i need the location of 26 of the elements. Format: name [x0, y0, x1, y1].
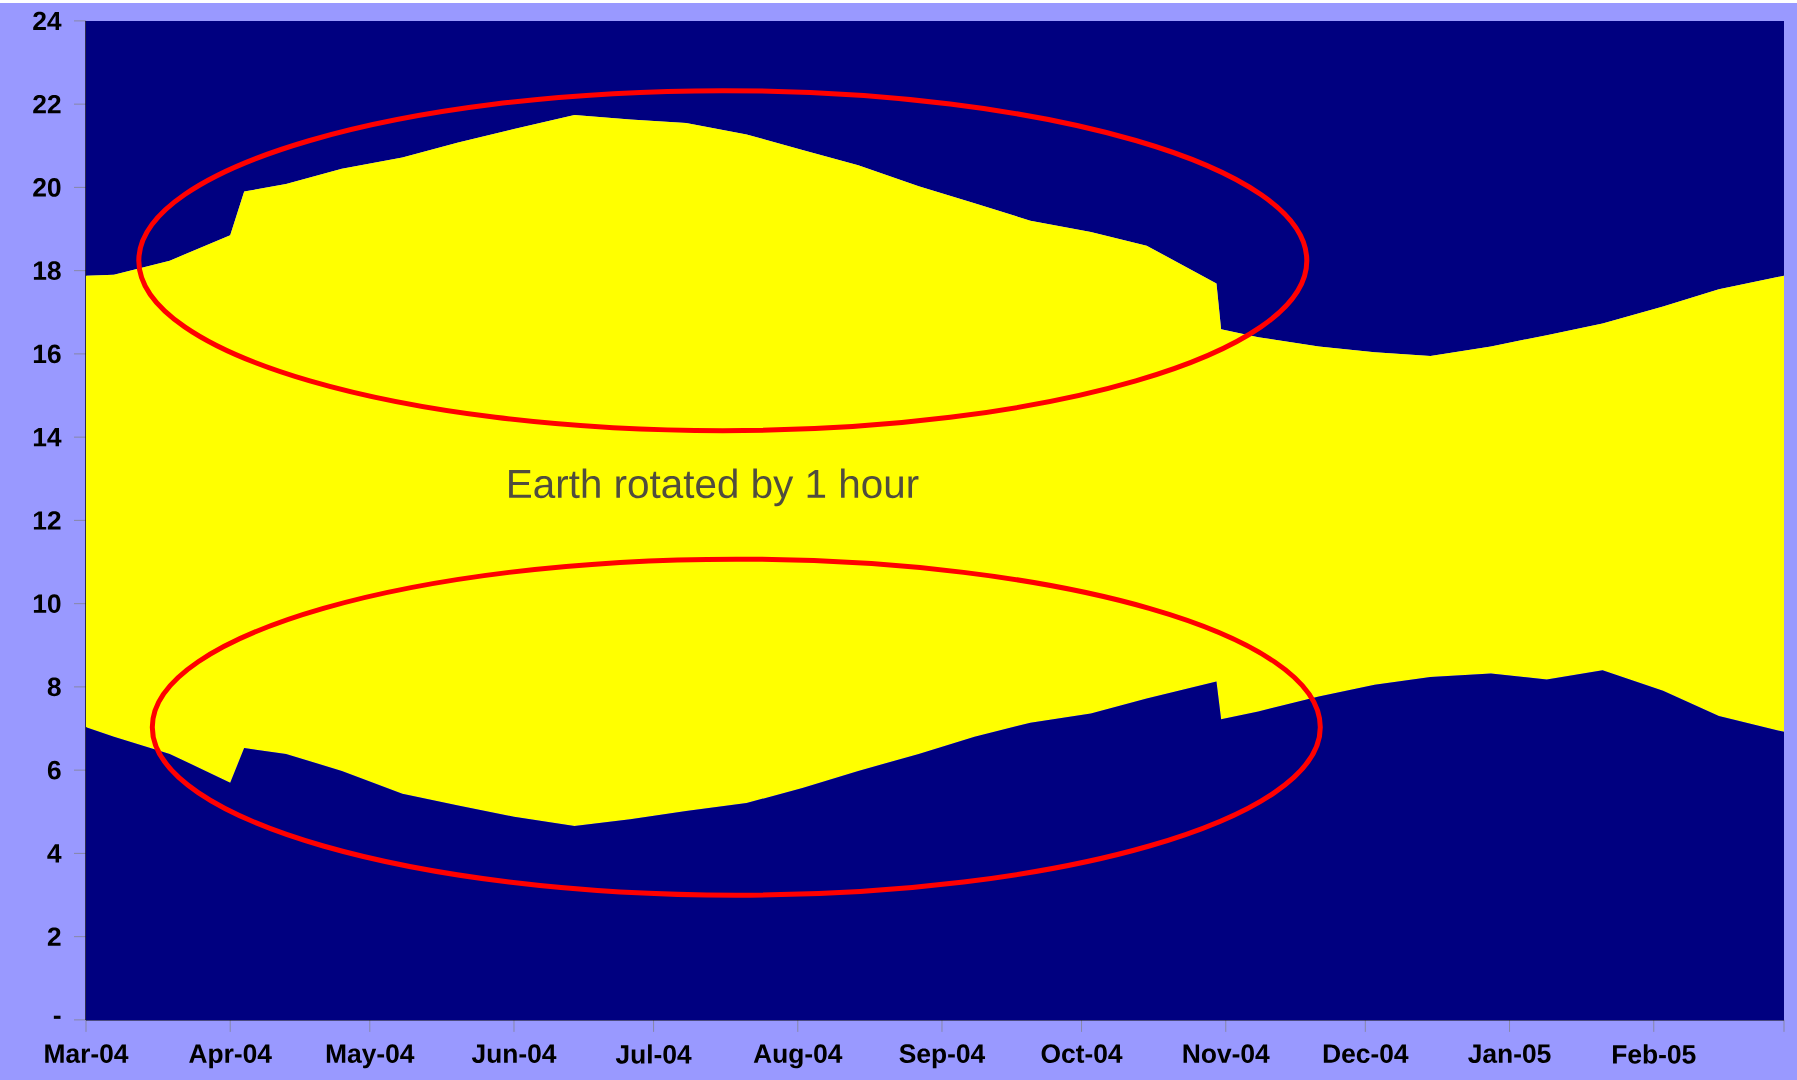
- x-tick-label: May-04: [326, 1044, 415, 1069]
- y-tick-label: 6: [47, 760, 61, 780]
- x-tick-label: Feb-05: [1613, 1044, 1696, 1064]
- y-tick-label: 12: [33, 511, 61, 530]
- annotation: Earth rotated by 1 hour: [509, 468, 919, 507]
- x-tick-label: Aug-04: [753, 1044, 843, 1069]
- y-tick-label: 8: [47, 677, 61, 697]
- y-tick-label: 22: [33, 94, 61, 114]
- y-tick-label: 10: [33, 594, 61, 613]
- y-tick-label: 2: [47, 927, 61, 946]
- y-tick-label: 14: [33, 428, 62, 447]
- x-tick-label: Oct-04: [1041, 1044, 1123, 1063]
- y-tick-label: -: [53, 1015, 61, 1019]
- x-tick-label: Apr-04: [189, 1044, 272, 1069]
- x-tick-label: Mar-04: [45, 1044, 129, 1063]
- y-tick-label: 24: [33, 11, 62, 31]
- x-tick-label: Sep-04: [899, 1044, 986, 1069]
- x-tick-label: Dec-04: [1323, 1044, 1409, 1063]
- x-tick-label: Nov-04: [1183, 1044, 1270, 1063]
- y-tick-label: 16: [33, 344, 61, 364]
- x-tick-label: Jun-04: [471, 1044, 557, 1063]
- x-tick-label: Jul-04: [615, 1044, 692, 1064]
- y-tick-label: 20: [33, 178, 61, 197]
- y-tick-label: 4: [47, 844, 62, 863]
- y-tick-label: 18: [33, 261, 61, 280]
- x-tick-label: Jan-05: [1468, 1044, 1551, 1063]
